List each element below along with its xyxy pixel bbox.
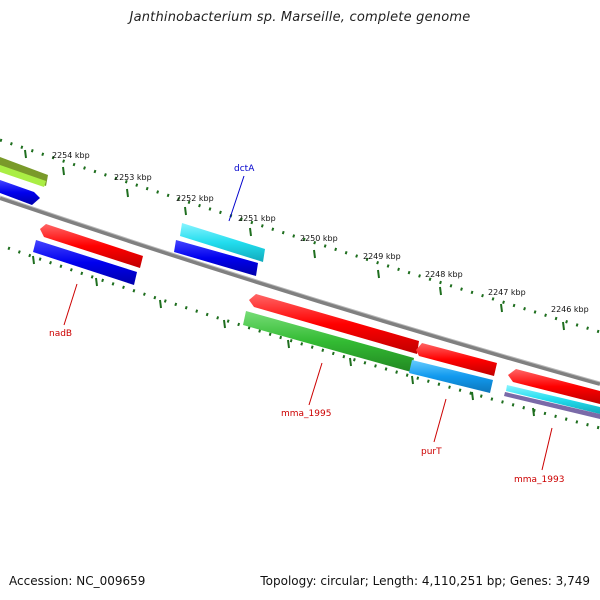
lower-tick-track (7, 246, 600, 430)
gene-red-purT (416, 343, 497, 376)
genome-backbone (0, 196, 600, 386)
gene-blue-left (0, 180, 40, 205)
purT-leader (433, 398, 447, 443)
tick-label: 2252 kbp (176, 194, 214, 203)
gene-label-dctA: dctA (234, 164, 255, 174)
mma1993-leader (541, 427, 553, 471)
lower-major-ticks (32, 255, 535, 417)
upper-major-ticks (24, 149, 565, 331)
accession-text: Accession: NC_009659 (9, 574, 146, 588)
gene-red-mma1995 (249, 294, 419, 354)
gene-features-reverse (33, 224, 600, 419)
gene-label-nadB: nadB (49, 329, 72, 339)
dctA-leader (228, 175, 245, 222)
map-title: Janthinobacterium sp. Marseille, complet… (129, 10, 471, 25)
tick-label: 2249 kbp (363, 252, 401, 261)
gene-label-purT: purT (421, 447, 442, 457)
gene-lightblue-purT (409, 360, 493, 393)
tick-label: 2254 kbp (52, 151, 90, 160)
mma1995-leader (308, 362, 323, 406)
tick-label: 2247 kbp (488, 288, 526, 297)
gene-red-nadB (40, 224, 143, 268)
upper-tick-track (0, 138, 600, 334)
gene-blue-middle (174, 240, 258, 276)
genome-summary-text: Topology: circular; Length: 4,110,251 bp… (260, 574, 590, 588)
gene-label-mma1995: mma_1995 (281, 409, 331, 419)
gene-dctA (180, 223, 265, 262)
gene-purple-mma1993 (504, 392, 600, 419)
gene-green-mma1995 (243, 311, 414, 372)
tick-label: 2251 kbp (238, 214, 276, 223)
tick-label: 2253 kbp (114, 173, 152, 182)
tick-label: 2248 kbp (425, 270, 463, 279)
gene-label-mma1993: mma_1993 (514, 475, 564, 485)
gene-lime (0, 165, 46, 187)
gene-red-mma1993 (508, 369, 600, 404)
gene-features-forward (0, 157, 265, 276)
gene-blue-nadB (33, 240, 137, 285)
nadB-leader (63, 283, 78, 326)
tick-label: 2250 kbp (300, 234, 338, 243)
gene-cyan-mma1993 (506, 385, 600, 414)
genome-backbone-highlight (0, 195, 600, 383)
tick-label: 2246 kbp (551, 305, 589, 314)
